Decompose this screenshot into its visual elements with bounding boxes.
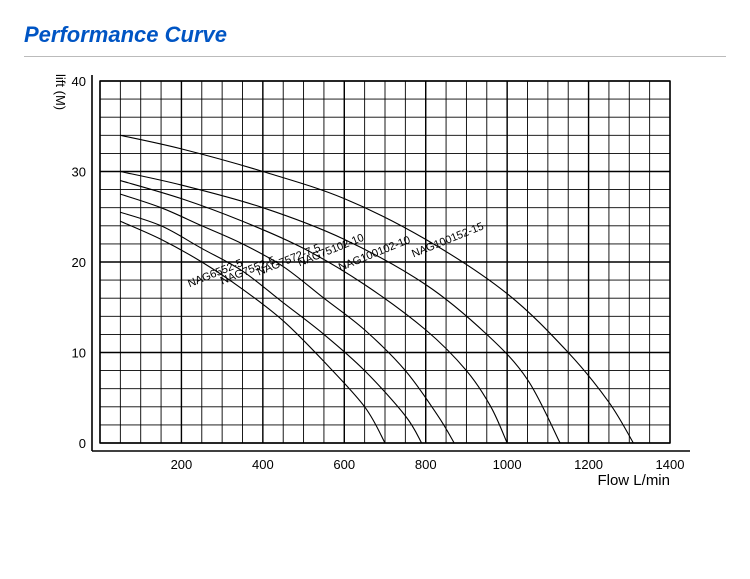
curve-NAG6552-5 xyxy=(120,221,385,443)
y-tick-label: 20 xyxy=(72,255,86,270)
x-tick-label: 1400 xyxy=(656,457,685,472)
x-tick-label: 600 xyxy=(333,457,355,472)
chart-svg: 200400600800100012001400010203040NAG6552… xyxy=(55,69,710,489)
x-tick-label: 800 xyxy=(415,457,437,472)
y-axis-label: lift (M) xyxy=(53,74,68,110)
y-tick-label: 40 xyxy=(72,74,86,89)
x-tick-label: 1200 xyxy=(574,457,603,472)
curve-NAG75102-10 xyxy=(120,181,507,443)
y-tick-label: 10 xyxy=(72,346,86,361)
page-title: Performance Curve xyxy=(24,22,750,48)
curve-label: NAG100152-15 xyxy=(410,220,485,260)
curve-NAG7572-7.5 xyxy=(120,194,454,443)
x-axis-label: Flow L/min xyxy=(597,472,670,489)
x-tick-label: 1000 xyxy=(493,457,522,472)
curve-NAG100102-10 xyxy=(120,172,560,444)
y-tick-label: 30 xyxy=(72,165,86,180)
curve-NAG100152-15 xyxy=(120,135,633,443)
title-underline xyxy=(24,56,726,57)
x-tick-label: 400 xyxy=(252,457,274,472)
y-tick-label: 0 xyxy=(79,436,86,451)
performance-curve-chart: lift (M) 200 400 600 800 1000 1200 1400 0 10 20 30… xyxy=(55,69,710,499)
x-tick-label: 200 xyxy=(171,457,193,472)
